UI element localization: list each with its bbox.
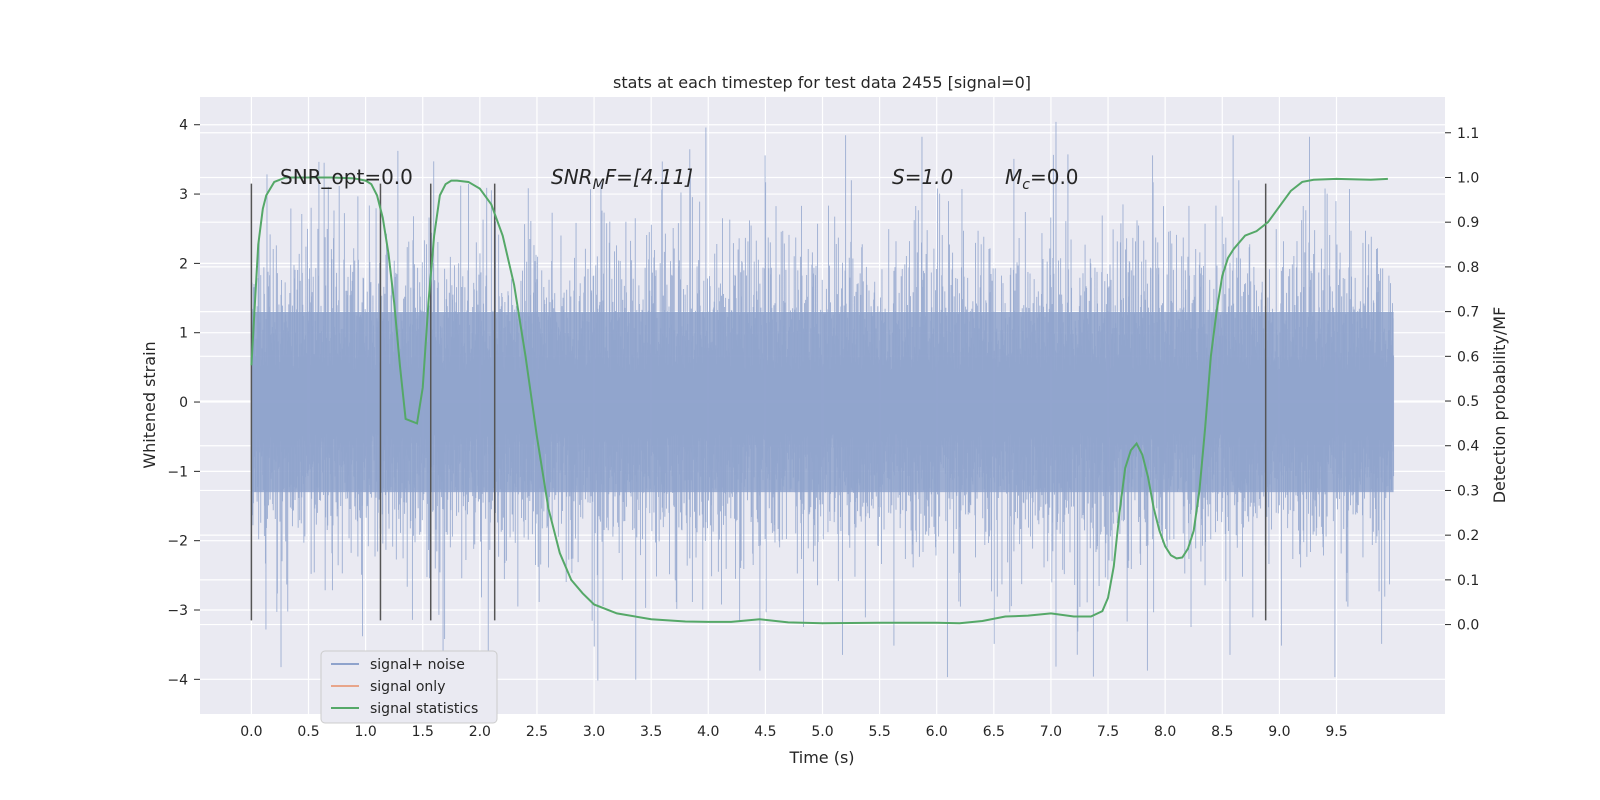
y-left-tick-label: 3 xyxy=(179,187,188,203)
legend-label-signal-noise: signal+ noise xyxy=(370,657,465,673)
x-tick-label: 0.5 xyxy=(297,724,319,740)
y-right-tick-label: 0.1 xyxy=(1457,573,1479,589)
y-right-tick-label: 0.3 xyxy=(1457,483,1479,499)
x-tick-label: 5.0 xyxy=(811,724,833,740)
x-tick-label: 9.5 xyxy=(1325,724,1347,740)
annotation-s: S=1.0 xyxy=(892,165,953,189)
y-left-tick-label: 0 xyxy=(179,395,188,411)
x-tick-label: 2.5 xyxy=(526,724,548,740)
annotation-snr-mf-sub: M xyxy=(593,177,605,193)
annotation-mc-rest: =0.0 xyxy=(1030,165,1079,189)
x-tick-label: 6.5 xyxy=(983,724,1005,740)
annotation-snr-mf-rest: F=[4.11] xyxy=(605,165,693,189)
x-tick-label: 0.0 xyxy=(240,724,262,740)
x-tick-label: 7.0 xyxy=(1040,724,1062,740)
annotation-mc: Mc=0.0 xyxy=(1005,165,1079,193)
y-right-tick-label: 0.7 xyxy=(1457,305,1479,321)
x-tick-label: 8.0 xyxy=(1154,724,1176,740)
x-tick-label: 9.0 xyxy=(1268,724,1290,740)
y-left-tick-labels: 4 3 2 1 0 −1 −2 −3 −4 xyxy=(167,118,200,688)
y-left-axis-label: Whitened strain xyxy=(140,341,159,468)
y-right-tick-label: 1.0 xyxy=(1457,170,1479,186)
x-tick-label: 2.0 xyxy=(469,724,491,740)
y-left-tick-label: 4 xyxy=(179,118,188,134)
y-right-tick-label: 0.4 xyxy=(1457,439,1479,455)
x-tick-labels: 0.0 0.5 1.0 1.5 2.0 2.5 3.0 3.5 4.0 4.5 5.0 5.5 6.0 6… xyxy=(240,724,1347,740)
x-tick-label: 4.0 xyxy=(697,724,719,740)
annotation-snr-opt: SNR_opt=0.0 xyxy=(280,165,413,189)
y-right-tick-label: 0.9 xyxy=(1457,215,1479,231)
x-tick-label: 6.0 xyxy=(926,724,948,740)
vertical-markers xyxy=(250,183,1267,621)
x-tick-label: 4.5 xyxy=(754,724,776,740)
y-right-tick-label: 0.6 xyxy=(1457,349,1479,365)
y-right-tick-label: 0.5 xyxy=(1457,394,1479,410)
y-right-tick-label: 0.8 xyxy=(1457,260,1479,276)
x-tick-label: 5.5 xyxy=(868,724,890,740)
annotation-snr-mf-main: SNR xyxy=(551,165,593,189)
y-right-tick-labels: 1.1 1.0 0.9 0.8 0.7 0.6 0.5 0.4 0.3 0.2 0.1 0.0 xyxy=(1445,126,1479,634)
annotation-mc-sub: c xyxy=(1022,177,1030,193)
signal-noise-core-band xyxy=(251,311,1394,493)
x-tick-label: 7.5 xyxy=(1097,724,1119,740)
y-left-tick-label: −3 xyxy=(167,603,188,619)
legend: signal+ noise signal only signal statist… xyxy=(320,650,498,724)
x-tick-label: 1.5 xyxy=(412,724,434,740)
legend-label-signal-only: signal only xyxy=(370,679,445,695)
y-left-tick-label: 1 xyxy=(179,326,188,342)
legend-label-signal-statistics: signal statistics xyxy=(370,701,478,717)
series-signal-statistics-line xyxy=(250,176,1388,625)
x-tick-label: 3.0 xyxy=(583,724,605,740)
y-right-tick-label: 0.2 xyxy=(1457,528,1479,544)
y-right-axis-label: Detection probability/MF xyxy=(1490,307,1509,504)
y-left-tick-label: −4 xyxy=(167,672,188,688)
y-right-tick-label: 1.1 xyxy=(1457,126,1479,142)
y-left-tick-label: −1 xyxy=(167,464,188,480)
y-left-tick-label: −2 xyxy=(167,534,188,550)
x-tick-label: 8.5 xyxy=(1211,724,1233,740)
x-tick-label: 1.0 xyxy=(354,724,376,740)
y-right-tick-label: 0.0 xyxy=(1457,618,1479,634)
chart-title: stats at each timestep for test data 245… xyxy=(613,73,1031,92)
legend-box xyxy=(320,650,498,724)
annotation-mc-main: M xyxy=(1005,165,1022,189)
annotation-snr-mf: SNRMF=[4.11] xyxy=(551,165,693,193)
series-signal-noise xyxy=(250,121,1395,681)
x-tick-label: 3.5 xyxy=(640,724,662,740)
x-axis-label: Time (s) xyxy=(788,748,854,767)
y-left-tick-label: 2 xyxy=(179,256,188,272)
